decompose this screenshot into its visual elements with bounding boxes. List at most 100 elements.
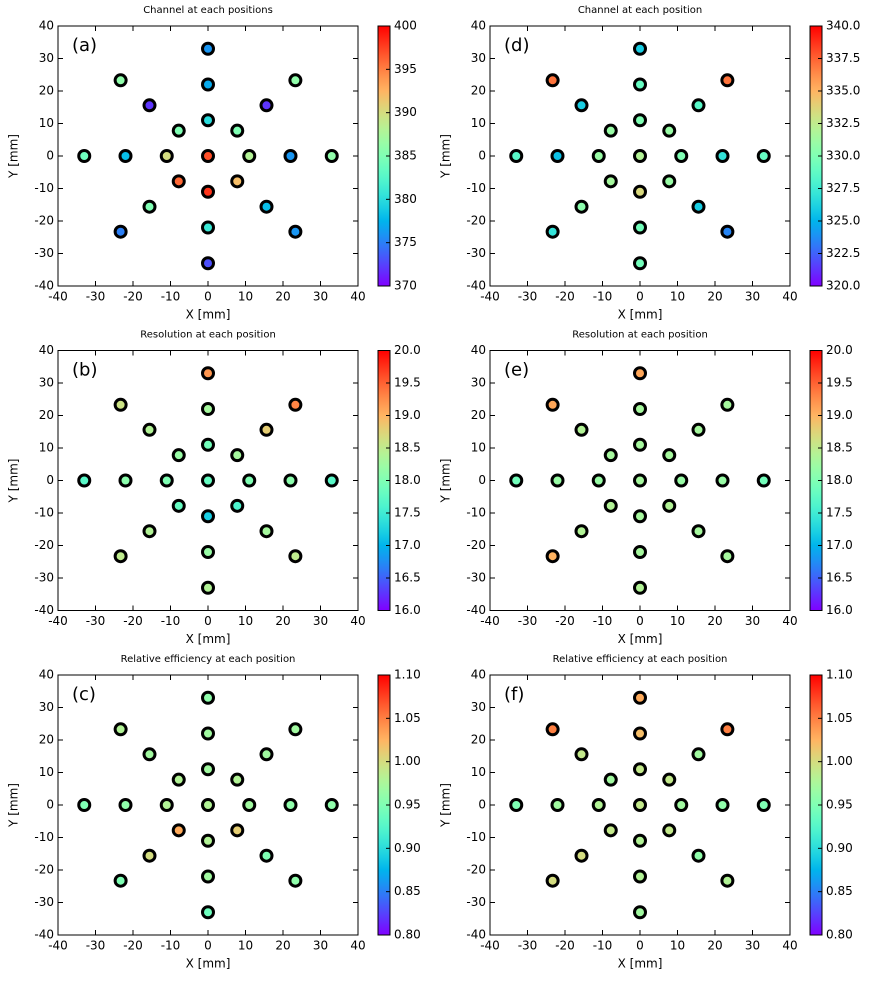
point [142,199,157,214]
point [633,77,647,92]
y-axis-label: Y [mm] [439,134,453,179]
point [574,422,589,437]
point [633,762,647,777]
chart-title: Channel at each position [578,5,702,16]
x-tick-label: -30 [86,939,106,953]
point [201,113,215,128]
colorbar-tick-label: 1.10 [826,668,853,682]
point [720,397,735,412]
point [603,123,618,138]
y-tick-label: -20 [34,538,54,552]
panel-label: (b) [72,360,97,381]
point [230,498,245,513]
point [720,549,735,564]
colorbar-tick-label: 16.5 [394,571,421,585]
colorbar-tick-label: 20.0 [394,343,421,357]
point [633,869,647,884]
colorbar-tick-label: 1.00 [394,754,421,768]
y-tick-label: 30 [39,51,54,65]
x-tick-label: 30 [745,290,760,304]
x-tick-label: -40 [48,290,68,304]
y-tick-label: 30 [471,700,486,714]
point [691,422,706,437]
x-tick-label: -10 [593,614,613,628]
y-tick-label: -10 [34,181,54,195]
point [142,98,157,113]
x-tick-label: 10 [670,614,685,628]
point [171,772,186,787]
x-tick-label: -30 [518,290,538,304]
point [288,549,303,564]
y-tick-label: -40 [466,928,486,942]
x-tick-label: 0 [636,290,644,304]
colorbar-tick-label: 19.0 [826,408,853,422]
colorbar-tick-label: 0.95 [826,798,853,812]
point [550,473,565,488]
point [242,149,257,163]
point [288,73,303,88]
colorbar-tick-label: 16.0 [394,603,421,617]
point [159,149,174,163]
point [259,524,274,539]
point [324,473,339,488]
point [720,73,735,88]
x-tick-label: -10 [161,290,181,304]
chart-title: Relative efficiency at each position [553,654,728,665]
x-tick-label: 30 [313,614,328,628]
point [201,473,215,488]
colorbar-tick-label: 18.0 [826,473,853,487]
x-tick-label: 20 [275,939,290,953]
x-tick-label: 40 [782,290,797,304]
colorbar-tick-label: 332.5 [826,116,860,130]
colorbar-tick-label: 19.0 [394,408,421,422]
y-tick-label: 10 [471,765,486,779]
y-tick-label: -10 [34,830,54,844]
point [591,149,606,163]
point [142,422,157,437]
point [259,422,274,437]
point [591,798,606,812]
x-axis-label: X [mm] [618,308,663,322]
x-tick-label: 0 [204,939,212,953]
point [591,473,606,488]
colorbar-tick-label: 390 [394,105,417,119]
point [674,798,689,812]
colorbar-tick-label: 1.05 [826,711,853,725]
point [230,823,245,838]
point [633,833,647,848]
x-tick-label: 10 [670,290,685,304]
point [171,823,186,838]
x-tick-label: 20 [707,290,722,304]
y-tick-label: 20 [39,84,54,98]
x-tick-label: -10 [161,939,181,953]
colorbar-tick-label: 0.80 [826,928,853,942]
point [171,498,186,513]
point [242,473,257,488]
y-axis-label: Y [mm] [7,783,21,828]
point [662,123,677,138]
point [674,149,689,163]
point [633,402,647,416]
x-axis-label: X [mm] [618,632,663,646]
point [113,397,128,412]
colorbar-tick-label: 327.5 [826,181,860,195]
y-tick-label: 10 [471,116,486,130]
point [633,256,647,271]
panel-label: (f) [504,684,524,705]
point [720,224,735,239]
point [201,149,215,163]
point [113,722,128,737]
point [691,524,706,539]
colorbar-tick-label: 335.0 [826,84,860,98]
x-tick-label: 0 [636,614,644,628]
colorbar-tick-label: 337.5 [826,51,860,65]
point [603,448,618,463]
point [545,722,560,737]
y-tick-label: -30 [34,246,54,260]
x-tick-label: 40 [782,939,797,953]
colorbar-tick-label: 16.0 [826,603,853,617]
x-tick-label: 10 [238,939,253,953]
point [288,722,303,737]
point [159,798,174,812]
